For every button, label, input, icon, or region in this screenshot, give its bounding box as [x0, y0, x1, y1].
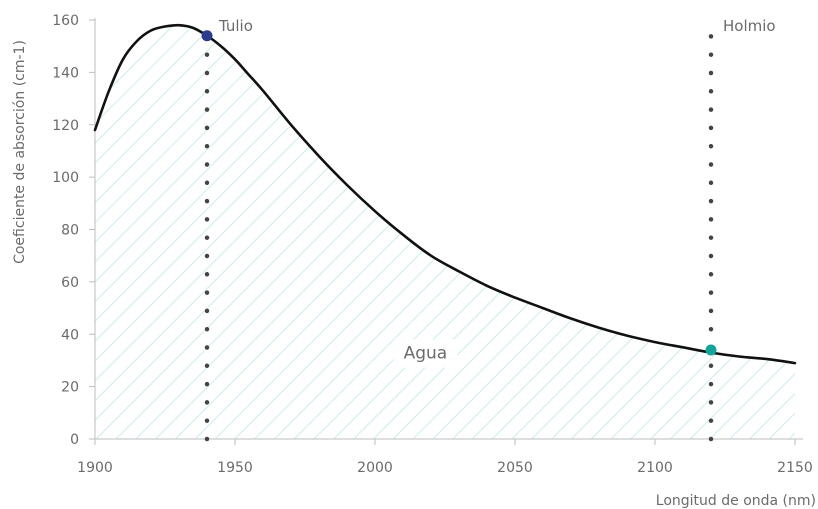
y-tick-label: 120 [52, 118, 79, 134]
x-tick-label: 1900 [77, 460, 113, 476]
annotations: Agua [393, 339, 458, 368]
marker-holmio [705, 344, 717, 356]
axes [94, 18, 803, 440]
vline-label-holmio: Holmio [723, 17, 776, 35]
x-axis-title: Longitud de onda (nm) [656, 493, 816, 509]
water-area-fill [95, 25, 795, 439]
area-label: Agua [404, 344, 448, 364]
water-absorption-curve [93, 23, 797, 365]
x-tick-label: 2150 [777, 460, 813, 476]
y-tick-label: 100 [52, 170, 79, 186]
x-tick-label: 2050 [497, 460, 533, 476]
y-tick-label: 20 [61, 380, 79, 396]
y-tick-label: 40 [61, 327, 79, 343]
x-ticks: 1900 1950 2000 2050 2100 2150 [77, 439, 813, 476]
y-tick-label: 80 [61, 223, 79, 239]
x-tick-label: 2000 [357, 460, 393, 476]
vertical-lines: Tulio Holmio [204, 17, 776, 442]
y-tick-label: 160 [52, 13, 79, 29]
y-tick-label: 140 [52, 65, 79, 81]
markers [201, 30, 717, 356]
x-tick-label: 1950 [217, 460, 253, 476]
area-label-bg [393, 339, 458, 368]
vline-label-tulio: Tulio [218, 17, 253, 35]
x-tick-label: 2100 [637, 460, 673, 476]
y-ticks: 0 20 40 60 80 100 120 140 160 [52, 13, 95, 448]
marker-tulio [201, 30, 213, 42]
y-axis-title: Coeficiente de absorción (cm-1) [12, 40, 28, 264]
y-tick-label: 0 [70, 432, 79, 448]
y-tick-label: 60 [61, 275, 79, 291]
